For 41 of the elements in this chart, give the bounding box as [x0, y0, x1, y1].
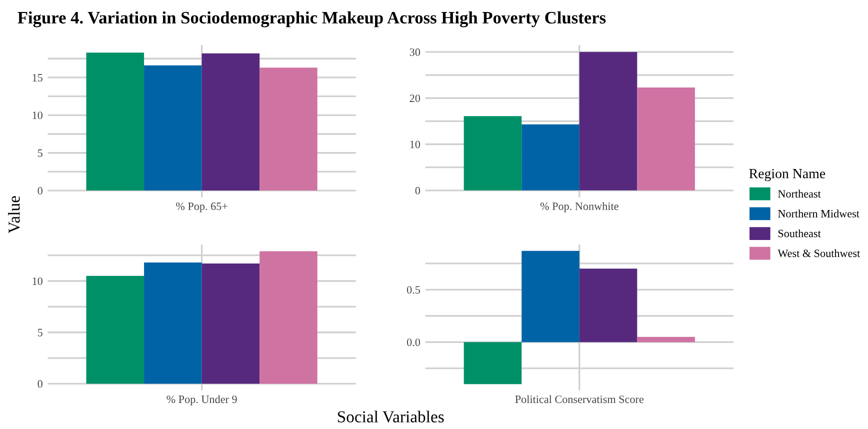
y-tick-label: 10	[32, 112, 42, 120]
bar	[260, 251, 318, 384]
y-tick-label: 5	[38, 149, 42, 157]
y-tick-label: 10	[410, 140, 420, 148]
y-tick-label: 20	[410, 94, 420, 102]
y-tick-label: 10	[32, 277, 42, 285]
bar	[637, 88, 695, 190]
bar	[260, 68, 318, 191]
legend-label: Southeast	[778, 229, 821, 238]
bar	[464, 116, 522, 190]
bar	[522, 124, 580, 190]
bar	[637, 336, 695, 342]
bar	[86, 52, 144, 191]
legend-label: West & Southwest	[778, 249, 860, 258]
bar	[464, 342, 522, 384]
y-tick-label: 15	[32, 74, 42, 82]
legend-label: Northern Midwest	[778, 210, 860, 218]
x-axis-title: Social Variables	[338, 410, 444, 423]
chart-title: Figure 4. Variation in Sociodemographic Makeup Across High Poverty Clusters	[18, 11, 606, 28]
y-tick-label: 0.0	[406, 338, 420, 346]
x-tick-label: % Pop. 65+	[176, 202, 228, 212]
x-tick-label: % Pop. Nonwhite	[540, 202, 618, 212]
bar	[202, 53, 260, 191]
legend-label: Northeast	[778, 190, 821, 198]
y-tick-label: 30	[410, 48, 420, 56]
bar	[144, 262, 202, 384]
y-axis-title: Value	[8, 196, 20, 234]
bar	[579, 52, 638, 190]
y-tick-label: 0	[415, 186, 420, 194]
y-tick-label: 0.5	[406, 286, 420, 294]
y-tick-label: 0	[38, 380, 42, 388]
bar	[579, 268, 638, 342]
bar	[202, 264, 260, 384]
x-tick-label: % Pop. Under 9	[166, 395, 237, 406]
x-tick-label: Political Conservatism Score	[515, 395, 644, 404]
legend-title: Region Name	[749, 168, 826, 182]
bar	[144, 65, 202, 191]
bar	[86, 276, 144, 384]
y-tick-label: 0	[38, 187, 42, 195]
y-tick-label: 5	[38, 328, 42, 336]
bar	[522, 250, 580, 342]
